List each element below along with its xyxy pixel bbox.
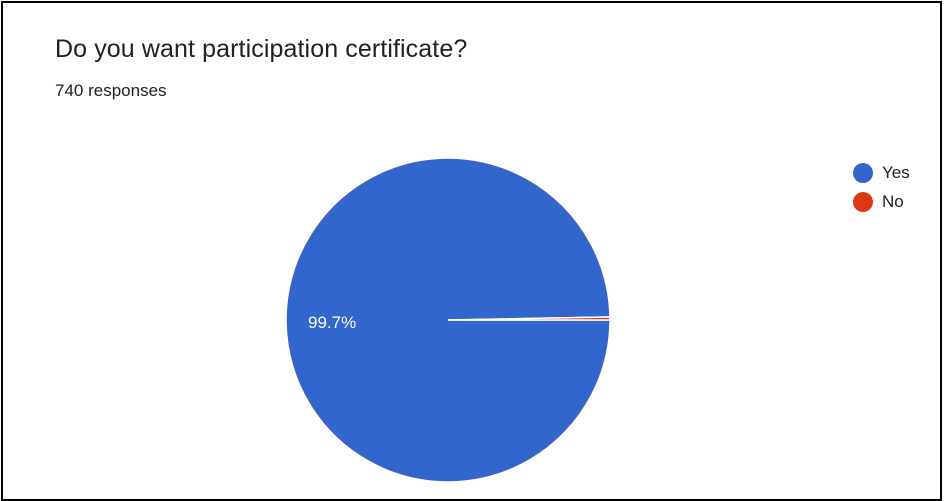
- chart-title: Do you want participation certificate?: [55, 35, 468, 63]
- legend-item-yes[interactable]: Yes: [853, 158, 910, 187]
- legend-label-no: No: [882, 191, 904, 211]
- pie-slice-no[interactable]: [447, 316, 611, 321]
- legend-item-no[interactable]: No: [853, 187, 910, 216]
- response-count: 740 responses: [55, 81, 167, 100]
- pie-chart: 99.7%: [285, 157, 611, 483]
- legend: Yes No: [853, 158, 910, 216]
- legend-swatch-no: [853, 191, 873, 212]
- legend-label-yes: Yes: [882, 162, 910, 182]
- pie-data-label-yes: 99.7%: [308, 313, 356, 332]
- legend-swatch-yes: [853, 162, 873, 183]
